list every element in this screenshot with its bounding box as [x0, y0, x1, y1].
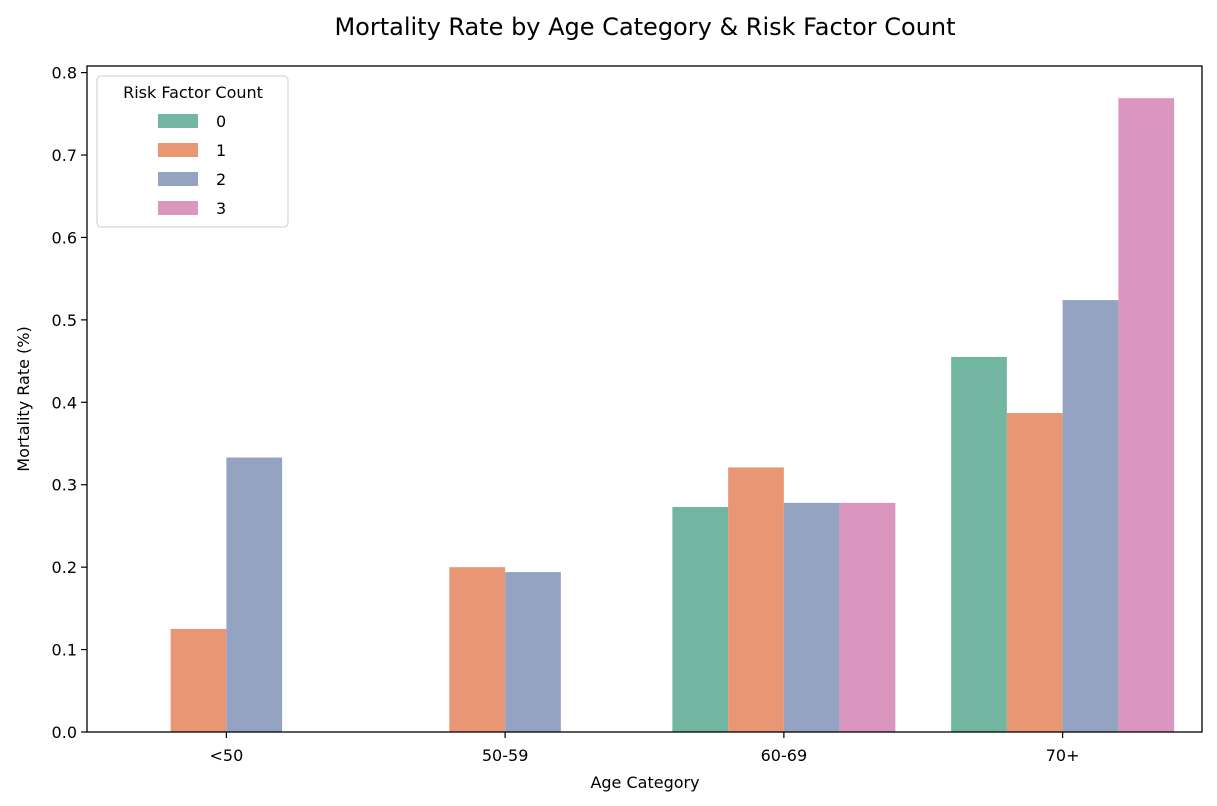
y-tick-label: 0.8	[52, 64, 77, 83]
legend-label: 0	[216, 112, 226, 131]
bars-group	[170, 98, 1175, 732]
y-tick-label: 0.6	[52, 228, 77, 247]
y-tick-label: 0.0	[52, 723, 77, 742]
bar	[1062, 300, 1119, 732]
bar	[783, 502, 840, 732]
x-axis: <50 50-59 60-69 70+	[209, 732, 1080, 765]
bar	[839, 502, 896, 732]
legend-label: 3	[216, 199, 226, 218]
legend-label: 1	[216, 141, 226, 160]
y-tick-label: 0.5	[52, 311, 77, 330]
bar	[226, 457, 283, 732]
y-axis: 0.0 0.1 0.2 0.3 0.4 0.5 0.6 0.7 0.8	[52, 64, 87, 742]
legend-swatch	[158, 172, 198, 186]
y-axis-label: Mortality Rate (%)	[14, 326, 33, 471]
x-tick-label: <50	[209, 746, 243, 765]
bar	[1118, 98, 1175, 732]
legend-label: 2	[216, 170, 226, 189]
x-tick-label: 60-69	[761, 746, 808, 765]
legend-title: Risk Factor Count	[123, 83, 263, 102]
bar	[951, 356, 1007, 732]
bar	[728, 467, 784, 732]
y-tick-label: 0.7	[52, 146, 77, 165]
bar	[449, 567, 506, 732]
y-tick-label: 0.4	[52, 393, 77, 412]
bar	[672, 506, 729, 732]
bar	[170, 628, 227, 732]
legend-swatch	[158, 143, 198, 157]
y-tick-label: 0.2	[52, 558, 77, 577]
legend-swatch	[158, 114, 198, 128]
legend: Risk Factor Count 0 1 2 3	[96, 75, 289, 228]
x-axis-label: Age Category	[590, 773, 699, 792]
legend-swatch	[158, 201, 198, 215]
x-tick-label: 70+	[1046, 746, 1080, 765]
y-tick-label: 0.3	[52, 476, 77, 495]
legend-items: 0 1 2 3	[158, 112, 226, 218]
y-tick-label: 0.1	[52, 641, 77, 660]
chart-title: Mortality Rate by Age Category & Risk Fa…	[334, 13, 955, 41]
bar	[1006, 413, 1063, 732]
plot-frame	[86, 65, 1203, 733]
bar	[505, 572, 561, 732]
x-tick-label: 50-59	[482, 746, 529, 765]
